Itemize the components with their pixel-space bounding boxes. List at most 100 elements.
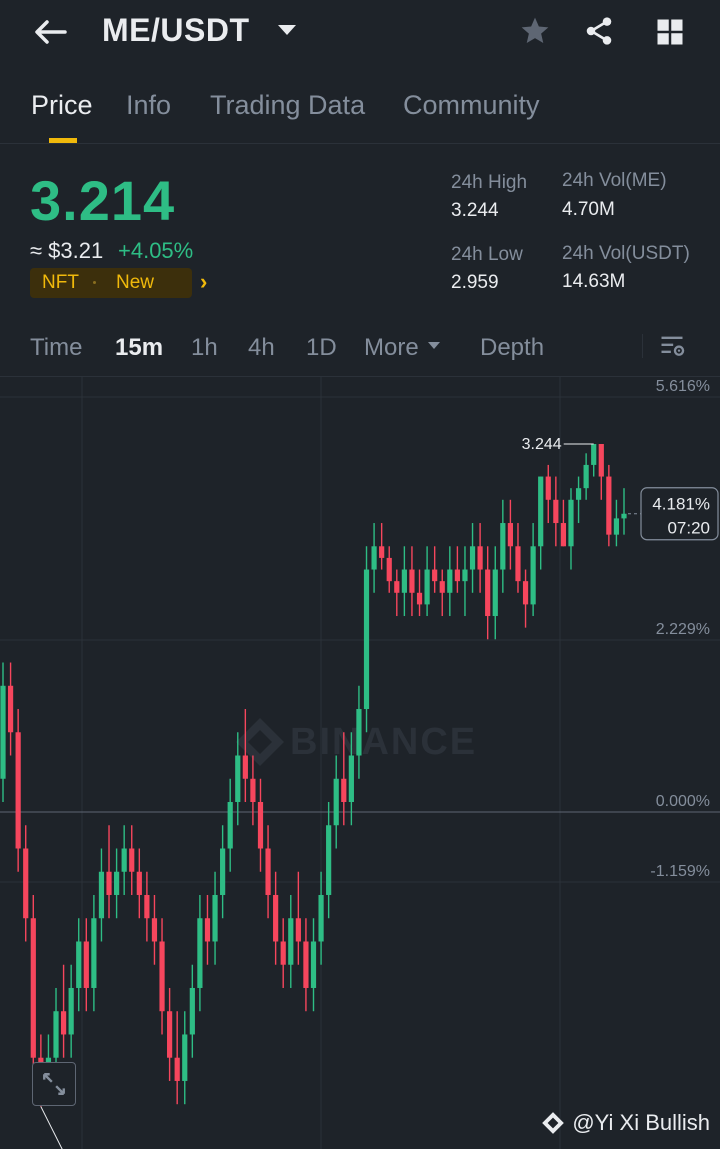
- candle-body: [416, 592, 423, 605]
- high-value: 3.244: [451, 200, 499, 221]
- candle-body: [0, 685, 6, 779]
- last-price: 3.214: [30, 169, 176, 232]
- candle-body: [68, 987, 74, 1035]
- chart-settings-icon: [661, 336, 685, 356]
- candle-body: [91, 918, 97, 988]
- candle-body: [477, 546, 483, 570]
- low-label: 24h Low: [451, 244, 523, 265]
- candle-body: [83, 941, 89, 988]
- candle-body: [204, 918, 211, 942]
- candle-body: [303, 941, 309, 988]
- candle-body: [121, 848, 127, 872]
- candlestick-chart[interactable]: BINANCE 5.616%2.229%0.000%-1.159%3.2442.…: [0, 376, 720, 1149]
- current-percent-label: 4.181%: [652, 495, 710, 514]
- candle-body: [432, 569, 438, 582]
- active-tab-indicator: [49, 138, 77, 143]
- nft-new-badge[interactable]: NFT New ›: [30, 268, 207, 298]
- expand-icon: [43, 1073, 65, 1095]
- fiat-price: ≈ $3.21: [30, 238, 104, 263]
- candle-body: [469, 546, 476, 570]
- candle-body: [568, 499, 574, 547]
- fullscreen-button[interactable]: [32, 1062, 76, 1106]
- low-value: 2.959: [451, 272, 499, 293]
- pair-title[interactable]: ME/USDT: [102, 12, 250, 48]
- grid-icon: [657, 19, 683, 45]
- badge-new-label: New: [116, 272, 155, 293]
- candle-body: [273, 894, 279, 942]
- candle-body: [242, 755, 248, 779]
- candle-body: [500, 523, 506, 570]
- candle-body: [212, 894, 218, 942]
- candle-body: [151, 918, 158, 942]
- tab-price[interactable]: Price: [31, 90, 93, 120]
- candle-body: [447, 569, 453, 593]
- high-label: 24h High: [451, 172, 528, 193]
- chart-top-divider: [0, 376, 720, 377]
- candle-body: [288, 918, 294, 965]
- candle-body: [76, 941, 82, 988]
- candle-body: [159, 941, 165, 1012]
- candle-body: [621, 513, 627, 519]
- candle-body: [515, 546, 521, 582]
- candle-body: [492, 569, 498, 617]
- timeframe-15m[interactable]: 15m: [115, 334, 164, 361]
- candle-body: [167, 1011, 173, 1058]
- candle-body: [394, 581, 400, 593]
- more-caret-icon: [428, 342, 440, 349]
- toolbar-divider: [642, 334, 643, 358]
- tab-depth[interactable]: Depth: [480, 334, 545, 361]
- timeframe-1d[interactable]: 1D: [306, 334, 337, 361]
- y-axis-label: 0.000%: [656, 793, 710, 810]
- badge-nft-label: NFT: [42, 272, 79, 293]
- grid-menu-button[interactable]: [652, 14, 688, 50]
- candle-body: [613, 518, 620, 535]
- share-button[interactable]: [580, 12, 618, 50]
- low-marker-line: [40, 1106, 63, 1149]
- candle-body: [53, 1011, 59, 1058]
- tabs-divider: [0, 143, 720, 144]
- candle-body: [235, 755, 241, 803]
- candle-body: [553, 499, 559, 524]
- y-axis-label: 2.229%: [656, 621, 710, 638]
- candle-body: [257, 802, 264, 849]
- y-axis-label: 5.616%: [656, 378, 710, 395]
- candle-body: [250, 778, 256, 803]
- candle-body: [462, 569, 468, 582]
- candle-body: [174, 1057, 180, 1081]
- tab-trading-data[interactable]: Trading Data: [210, 90, 366, 120]
- candle-body: [333, 778, 339, 826]
- timeframe-1h[interactable]: 1h: [191, 334, 218, 361]
- countdown-label: 07:20: [667, 519, 710, 538]
- timeframe-4h[interactable]: 4h: [248, 334, 275, 361]
- candle-body: [591, 444, 597, 465]
- candle-body: [113, 871, 120, 895]
- candle-body: [295, 918, 301, 942]
- binance-logo-icon: [236, 718, 284, 766]
- favorite-button[interactable]: [516, 12, 554, 50]
- candle-body: [98, 871, 105, 919]
- tab-community[interactable]: Community: [403, 90, 540, 120]
- badge-dot-icon: [93, 281, 96, 284]
- candle-body: [439, 581, 445, 593]
- candle-body: [326, 825, 332, 895]
- candle-body: [348, 755, 354, 803]
- candle-body: [454, 569, 460, 582]
- share-icon: [586, 17, 612, 45]
- candle-body: [386, 557, 392, 582]
- tab-info[interactable]: Info: [126, 90, 172, 120]
- high-marker-label: 3.244: [522, 436, 562, 453]
- timeframe-time[interactable]: Time: [30, 334, 83, 361]
- candle-body: [545, 476, 551, 500]
- chevron-right-icon: ›: [200, 269, 208, 294]
- back-button[interactable]: [28, 14, 72, 50]
- caret-down-icon[interactable]: [278, 25, 296, 35]
- candle-body: [371, 546, 377, 570]
- candle-body: [606, 476, 612, 535]
- timeframe-more[interactable]: More: [364, 334, 419, 361]
- candle-body: [522, 581, 529, 605]
- candle-body: [310, 941, 317, 988]
- candle-body: [401, 569, 407, 593]
- chart-settings-button[interactable]: [656, 330, 688, 362]
- candle-body: [575, 488, 582, 500]
- candle-body: [538, 476, 544, 547]
